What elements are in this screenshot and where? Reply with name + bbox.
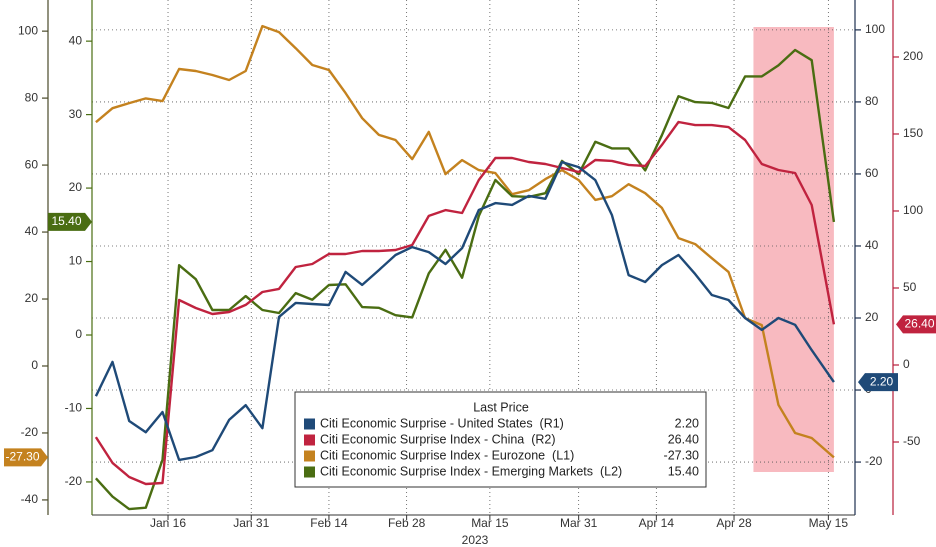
- x-tick-label: Jan 16: [150, 516, 186, 530]
- x-tick-label: Mar 15: [471, 516, 509, 530]
- y-tick-label: 80: [25, 90, 39, 104]
- y-tick-label: 40: [865, 238, 879, 252]
- last-price-label: 26.40: [904, 317, 934, 331]
- legend-label: Citi Economic Surprise Index - Eurozone …: [320, 448, 574, 462]
- legend: Last Price Citi Economic Surprise - Unite…: [294, 391, 707, 488]
- y-tick-label: -40: [21, 492, 39, 506]
- y-tick-label: 200: [903, 49, 923, 63]
- y-tick-label: 20: [69, 180, 83, 194]
- last-price-label: 15.40: [51, 214, 81, 228]
- x-tick-label: May 15: [809, 516, 849, 530]
- series-line: [94, 160, 835, 462]
- y-tick-label: 0: [75, 327, 82, 341]
- y-tick-label: -20: [21, 425, 39, 439]
- legend-label: Citi Economic Surprise Index - Emerging …: [320, 464, 622, 478]
- legend-value: 2.20: [675, 416, 699, 430]
- y-tick-label: 100: [903, 203, 923, 217]
- legend-title: Last Price: [473, 400, 529, 414]
- legend-swatch: [304, 466, 315, 478]
- legend-value: -27.30: [664, 448, 699, 462]
- x-tick-label: Mar 31: [560, 516, 598, 530]
- legend-swatch: [304, 418, 315, 430]
- x-tick-label: Jan 31: [233, 516, 269, 530]
- x-tick-label: Feb 14: [310, 516, 348, 530]
- x-tick-label: Feb 28: [388, 516, 426, 530]
- legend-box: [294, 391, 707, 488]
- highlight-band: [753, 27, 834, 472]
- legend-swatch: [304, 434, 315, 446]
- y-tick-label: 0: [903, 357, 910, 371]
- last-price-label: -27.30: [5, 450, 39, 464]
- y-tick-label: 20: [865, 310, 879, 324]
- legend-label: Citi Economic Surprise - United States (…: [320, 416, 564, 430]
- series-line: [94, 120, 836, 486]
- y-tick-label: 60: [865, 166, 879, 180]
- last-price-badge: [48, 212, 92, 231]
- x-tick-label: Apr 14: [639, 516, 675, 530]
- x-tick-label: Apr 28: [716, 516, 752, 530]
- last-price-badge: [858, 373, 898, 392]
- y-tick-label: 40: [25, 224, 39, 238]
- last-price-label: 2.20: [870, 374, 894, 388]
- y-tick-label: 20: [25, 291, 39, 305]
- y-tick-label: 100: [865, 22, 885, 36]
- y-tick-label: 60: [25, 157, 39, 171]
- y-tick-label: -20: [65, 474, 83, 488]
- y-tick-label: 50: [903, 280, 917, 294]
- legend-swatch: [304, 450, 315, 462]
- legend-value: 15.40: [668, 464, 699, 478]
- series-line: [95, 48, 836, 511]
- last-price-badge: [896, 315, 936, 334]
- last-price-badge: [4, 448, 48, 467]
- y-tick-label: 10: [69, 254, 83, 268]
- legend-label: Citi Economic Surprise Index - China (R2…: [320, 432, 556, 446]
- y-tick-label: 40: [69, 33, 83, 47]
- y-tick-label: -10: [65, 401, 83, 415]
- y-tick-label: 30: [69, 107, 83, 121]
- y-tick-label: 150: [903, 126, 923, 140]
- series-line: [95, 24, 835, 459]
- y-tick-label: 100: [18, 23, 38, 37]
- x-axis-label: 2023: [462, 533, 489, 547]
- y-tick-label: -20: [865, 454, 883, 468]
- legend-value: 26.40: [668, 432, 699, 446]
- y-tick-label: 0: [31, 358, 38, 372]
- y-tick-label: 80: [865, 94, 879, 108]
- y-tick-label: -50: [903, 434, 921, 448]
